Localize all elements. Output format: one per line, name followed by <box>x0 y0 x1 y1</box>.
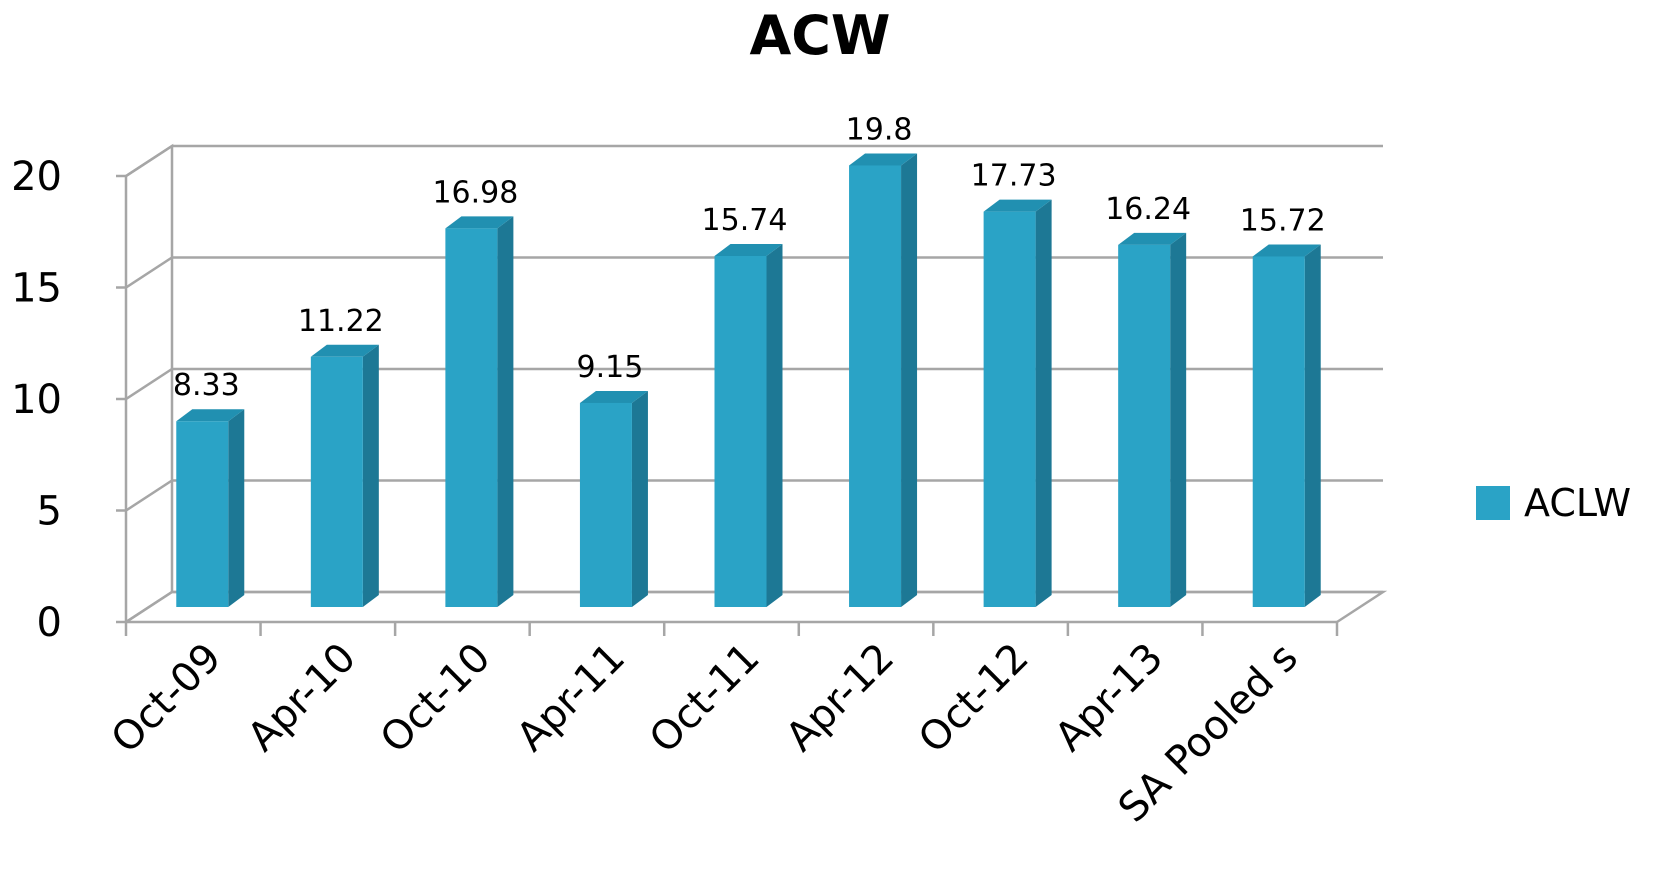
bar-front <box>983 211 1036 607</box>
bar-top <box>1118 232 1187 245</box>
x-tick-label: Oct-10 <box>372 635 500 763</box>
gridlines <box>125 144 1383 624</box>
bar <box>310 344 379 607</box>
x-tick-label: Apr-13 <box>1046 635 1172 761</box>
x-tick-label: Oct-11 <box>641 635 769 763</box>
data-label: 17.73 <box>971 159 1057 194</box>
bar-side <box>362 344 379 607</box>
bar <box>1252 244 1321 607</box>
bar-top <box>176 409 245 422</box>
bar-side <box>228 409 245 607</box>
gridline <box>125 590 1383 624</box>
bar-top <box>714 243 783 256</box>
left-wall <box>125 143 174 592</box>
chart-title: ACW <box>750 4 891 67</box>
gridline <box>125 367 1383 401</box>
x-tick-label: Oct-12 <box>910 635 1038 763</box>
legend-label-aclw: ACLW <box>1524 481 1631 525</box>
bar-top <box>1252 244 1321 257</box>
data-label: 16.24 <box>1105 192 1191 227</box>
bar <box>1118 232 1187 607</box>
bar <box>445 216 514 607</box>
y-tick-label: 0 <box>37 600 62 646</box>
x-tick-label: Apr-11 <box>508 635 634 761</box>
bar <box>579 390 648 607</box>
gridline <box>125 479 1383 512</box>
bar-top <box>983 199 1052 212</box>
bar <box>983 199 1052 607</box>
bar-side <box>1170 232 1187 607</box>
bar-front <box>310 356 363 607</box>
data-label: 15.72 <box>1240 203 1326 238</box>
bar-front <box>714 255 767 608</box>
data-label: 15.74 <box>702 203 788 238</box>
bar-side <box>766 243 783 608</box>
data-label: 19.8 <box>846 112 913 147</box>
bar-front <box>579 402 632 607</box>
bar-front <box>1252 256 1305 607</box>
bar-top <box>849 153 918 166</box>
bar-side <box>1035 199 1052 607</box>
bar-side <box>901 153 918 607</box>
y-tick-label: 20 <box>11 154 62 200</box>
bar <box>849 153 918 607</box>
data-label: 16.98 <box>432 175 518 210</box>
x-tick-label: Oct-09 <box>103 635 231 763</box>
bar-side <box>497 216 514 607</box>
legend-swatch <box>1476 486 1510 520</box>
y-tick-label: 15 <box>11 266 62 312</box>
bar-front <box>849 165 902 607</box>
legend: ACLW <box>1476 481 1631 525</box>
bar-front <box>1118 244 1171 607</box>
bar <box>176 409 245 607</box>
data-label: 8.33 <box>173 368 240 403</box>
bar-front <box>445 228 498 607</box>
data-labels: 8.33 11.22 16.98 9.15 15.74 19.8 17.73 16.24 15.… <box>173 112 1326 403</box>
x-tick-label: Apr-12 <box>777 635 903 761</box>
bar-top <box>579 390 648 403</box>
data-label: 9.15 <box>577 350 644 385</box>
bar-front <box>176 421 229 607</box>
bar-side <box>631 390 648 607</box>
y-tick-label: 10 <box>11 377 62 423</box>
bar-top <box>445 216 514 229</box>
bars <box>176 153 1321 608</box>
x-tick-label: Apr-10 <box>239 635 365 761</box>
bar-side <box>1304 244 1321 607</box>
bar <box>714 243 783 608</box>
bar-top <box>310 344 379 357</box>
data-label: 11.22 <box>298 304 384 339</box>
gridline <box>125 256 1383 289</box>
gridline <box>125 144 1383 178</box>
y-tick-label: 5 <box>37 489 62 535</box>
